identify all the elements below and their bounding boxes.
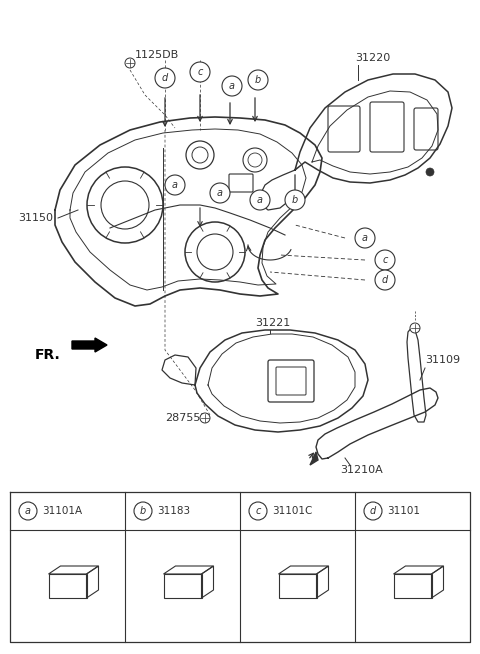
Circle shape bbox=[285, 190, 305, 210]
Text: d: d bbox=[382, 275, 388, 285]
Circle shape bbox=[222, 76, 242, 96]
Text: 31150: 31150 bbox=[18, 213, 53, 223]
Circle shape bbox=[375, 270, 395, 290]
Circle shape bbox=[410, 323, 420, 333]
Circle shape bbox=[190, 62, 210, 82]
Circle shape bbox=[248, 70, 268, 90]
Text: a: a bbox=[229, 81, 235, 91]
Text: c: c bbox=[197, 67, 203, 77]
Text: a: a bbox=[362, 233, 368, 243]
Circle shape bbox=[249, 502, 267, 520]
Text: b: b bbox=[140, 506, 146, 516]
Circle shape bbox=[125, 58, 135, 68]
Text: 1125DB: 1125DB bbox=[135, 50, 179, 60]
Circle shape bbox=[364, 502, 382, 520]
Polygon shape bbox=[310, 452, 318, 465]
FancyArrow shape bbox=[72, 338, 107, 352]
Text: d: d bbox=[162, 73, 168, 83]
Circle shape bbox=[426, 168, 434, 176]
Text: 31101A: 31101A bbox=[42, 506, 82, 516]
Text: 31220: 31220 bbox=[355, 53, 390, 63]
Circle shape bbox=[200, 413, 210, 423]
Text: 31101C: 31101C bbox=[272, 506, 312, 516]
Text: 31221: 31221 bbox=[255, 318, 290, 328]
Text: d: d bbox=[370, 506, 376, 516]
Circle shape bbox=[134, 502, 152, 520]
Text: FR.: FR. bbox=[35, 348, 61, 362]
Text: a: a bbox=[25, 506, 31, 516]
Text: c: c bbox=[382, 255, 388, 265]
Text: 31101: 31101 bbox=[387, 506, 420, 516]
Circle shape bbox=[210, 183, 230, 203]
Text: 31210A: 31210A bbox=[340, 465, 383, 475]
Circle shape bbox=[375, 250, 395, 270]
Text: a: a bbox=[172, 180, 178, 190]
Circle shape bbox=[165, 175, 185, 195]
Circle shape bbox=[250, 190, 270, 210]
Text: c: c bbox=[255, 506, 261, 516]
Text: 28755N: 28755N bbox=[165, 413, 209, 423]
Circle shape bbox=[355, 228, 375, 248]
Text: b: b bbox=[255, 75, 261, 85]
Text: 31109: 31109 bbox=[425, 355, 460, 365]
Text: a: a bbox=[257, 195, 263, 205]
Circle shape bbox=[155, 68, 175, 88]
Circle shape bbox=[19, 502, 37, 520]
Text: 31183: 31183 bbox=[157, 506, 190, 516]
Text: a: a bbox=[217, 188, 223, 198]
Text: b: b bbox=[292, 195, 298, 205]
